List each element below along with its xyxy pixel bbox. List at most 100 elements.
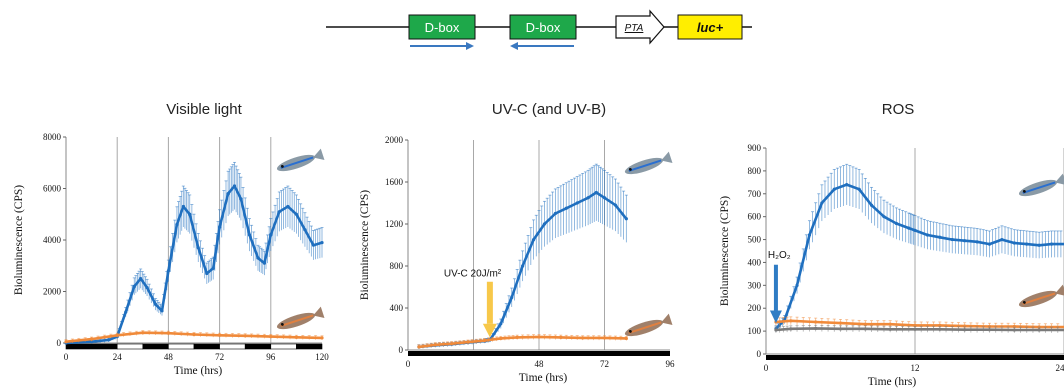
y-axis-label: Bioluminescence (CPS) <box>13 185 25 295</box>
y-tick-label: 0 <box>757 349 762 359</box>
data-point <box>90 337 94 341</box>
data-point <box>559 335 563 339</box>
annotation-arrow-shaft <box>773 264 778 311</box>
data-point <box>139 277 143 281</box>
data-point <box>913 327 917 331</box>
annotation-label: UV-C 20J/m² <box>444 269 502 280</box>
data-point <box>196 246 200 250</box>
y-tick-label: 400 <box>390 303 404 313</box>
data-point <box>1012 241 1016 245</box>
fish-eye <box>280 322 284 326</box>
data-point <box>145 286 149 290</box>
data-point <box>624 336 628 341</box>
dbox-2-label: D-box <box>526 20 561 35</box>
data-point <box>320 240 324 245</box>
y-tick-label: 100 <box>748 326 762 336</box>
data-point <box>537 335 541 339</box>
data-point <box>963 239 967 243</box>
y-tick-label: 2000 <box>385 135 404 145</box>
series-line <box>65 184 323 345</box>
x-tick-label: 0 <box>406 359 411 369</box>
y-axis-label: Bioluminescence (CPS) <box>359 190 371 300</box>
chart-panel-2: UV-C (and UV-B) 0 400 800 1200 1600 2000 0 48 72 9… <box>359 101 675 384</box>
x-tick-label: 0 <box>64 352 69 362</box>
data-point <box>64 340 68 344</box>
data-point <box>218 225 222 229</box>
y-tick-label: 500 <box>748 235 762 245</box>
y-axis-label: Bioluminescence (CPS) <box>719 196 731 306</box>
x-axis-label: Time (hrs) <box>174 365 223 377</box>
fish-eye <box>280 164 284 168</box>
data-point <box>192 332 196 337</box>
series-1 <box>417 163 628 349</box>
fish-top-icon <box>624 151 673 175</box>
data-point <box>586 196 590 200</box>
data-point <box>950 237 954 242</box>
data-point <box>166 269 170 273</box>
y-tick-label: 2000 <box>43 287 62 297</box>
chart-panel-1: Visible light 0 2000 4000 6000 8000 0 24 48 72 96 1… <box>13 101 329 377</box>
data-point <box>232 184 237 188</box>
promoter-label: PTA <box>625 23 644 34</box>
data-point <box>820 201 824 205</box>
data-point <box>175 222 179 227</box>
data-point <box>226 192 230 196</box>
data-point <box>807 233 812 237</box>
annotation-label: H₂O₂ <box>768 250 791 261</box>
fish-eye <box>1022 300 1026 304</box>
data-point <box>205 271 209 276</box>
data-point <box>1049 242 1054 246</box>
data-point <box>987 328 992 332</box>
data-point <box>938 327 942 331</box>
data-point <box>515 335 519 339</box>
data-point <box>433 343 437 347</box>
data-point <box>857 187 861 191</box>
fish-stripe <box>1022 292 1056 305</box>
fish-top-icon <box>276 148 325 172</box>
luc-box <box>677 14 743 40</box>
data-point <box>154 302 158 306</box>
y-tick-label: 800 <box>390 261 404 271</box>
light-dark-segment <box>65 343 118 350</box>
data-point <box>963 328 967 332</box>
data-point <box>575 201 579 205</box>
y-tick-label: 400 <box>748 257 762 267</box>
data-point <box>774 328 778 332</box>
data-point <box>564 206 568 210</box>
data-point <box>294 335 298 339</box>
fish-tail <box>313 148 325 161</box>
fish-eye <box>1022 189 1026 193</box>
data-point <box>269 233 273 237</box>
chart-title: UV-C (and UV-B) <box>492 101 606 118</box>
data-point <box>838 327 843 331</box>
x-tick-label: 96 <box>266 352 276 362</box>
data-point <box>166 331 170 335</box>
data-point <box>256 256 260 260</box>
data-point <box>218 333 222 337</box>
fish-tail <box>661 151 673 164</box>
data-point <box>814 320 818 324</box>
light-dark-segment <box>116 343 144 350</box>
data-point <box>1025 242 1029 246</box>
y-tick-label: 300 <box>748 280 762 290</box>
data-point <box>869 203 874 207</box>
data-point <box>888 327 892 331</box>
y-tick-label: 700 <box>748 189 762 199</box>
data-point <box>211 266 215 270</box>
data-point <box>832 187 836 191</box>
fish-eye <box>628 329 632 333</box>
data-point <box>894 221 898 226</box>
x-axis-label: Time (hrs) <box>868 376 917 388</box>
x-tick-label: 24 <box>1056 363 1064 373</box>
x-axis-label: Time (hrs) <box>519 372 568 384</box>
data-point <box>594 190 598 195</box>
data-point <box>938 235 942 239</box>
x-tick-label: 72 <box>215 352 224 362</box>
y-tick-label: 8000 <box>43 132 62 142</box>
x-tick-label: 72 <box>600 359 609 369</box>
x-tick-label: 0 <box>764 363 769 373</box>
data-point <box>814 326 818 330</box>
y-tick-label: 0 <box>57 338 62 348</box>
data-point <box>160 309 164 313</box>
fish-bottom-icon <box>276 306 325 330</box>
